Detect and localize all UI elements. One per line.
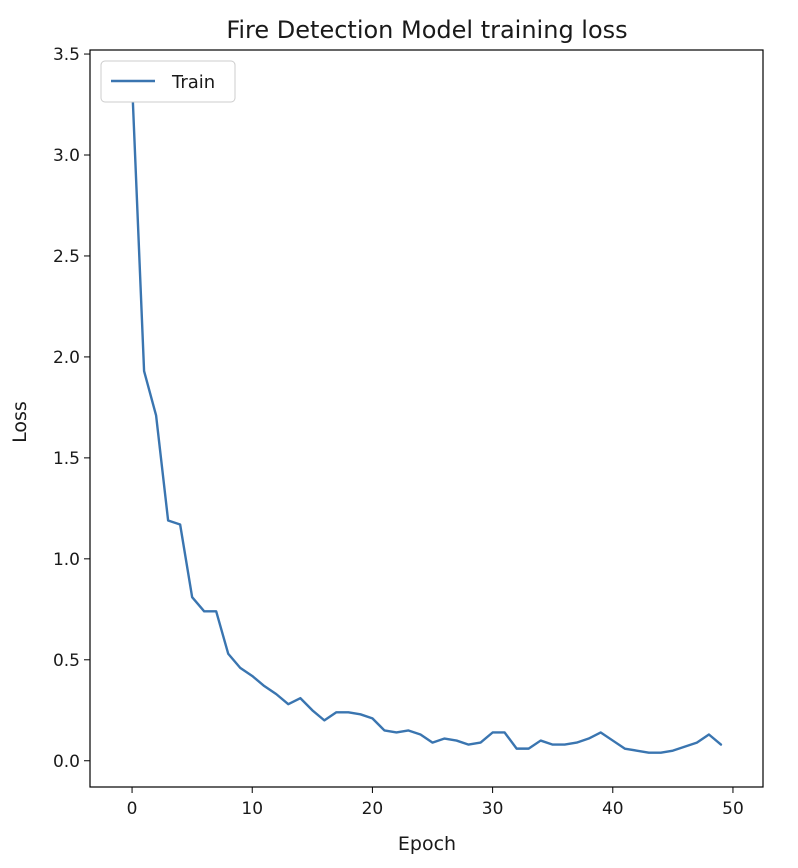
x-tick-label: 10 <box>241 799 263 819</box>
y-tick-label: 0.5 <box>53 651 80 671</box>
y-tick-label: 2.5 <box>53 247 80 267</box>
y-tick-label: 0.0 <box>53 752 80 772</box>
x-tick-label: 20 <box>362 799 384 819</box>
y-tick-label: 2.0 <box>53 348 80 368</box>
chart-title: Fire Detection Model training loss <box>226 16 627 44</box>
legend-label-train: Train <box>171 72 215 93</box>
y-axis: 0.0 0.5 1.0 1.5 2.0 2.5 3.0 3.5 <box>53 45 90 772</box>
x-tick-label: 50 <box>722 799 744 819</box>
y-tick-label: 1.0 <box>53 550 80 570</box>
y-tick-label: 3.5 <box>53 45 80 65</box>
y-tick-label: 3.0 <box>53 146 80 166</box>
x-tick-label: 30 <box>482 799 504 819</box>
x-tick-label: 40 <box>602 799 624 819</box>
y-axis-label: Loss <box>9 401 31 443</box>
legend: Train <box>100 60 236 103</box>
x-axis: 0 10 20 30 40 50 <box>127 787 744 819</box>
x-tick-label: 0 <box>127 799 138 819</box>
series-line-train <box>130 81 723 754</box>
x-axis-label: Epoch <box>398 833 456 855</box>
series-layer <box>130 81 723 754</box>
plot-area: 0.0 0.5 1.0 1.5 2.0 2.5 3.0 3.5 0 10 20 30 40 50 <box>53 45 764 819</box>
legend-frame <box>100 60 236 103</box>
y-tick-label: 1.5 <box>53 449 80 469</box>
plot-frame <box>89 49 764 788</box>
